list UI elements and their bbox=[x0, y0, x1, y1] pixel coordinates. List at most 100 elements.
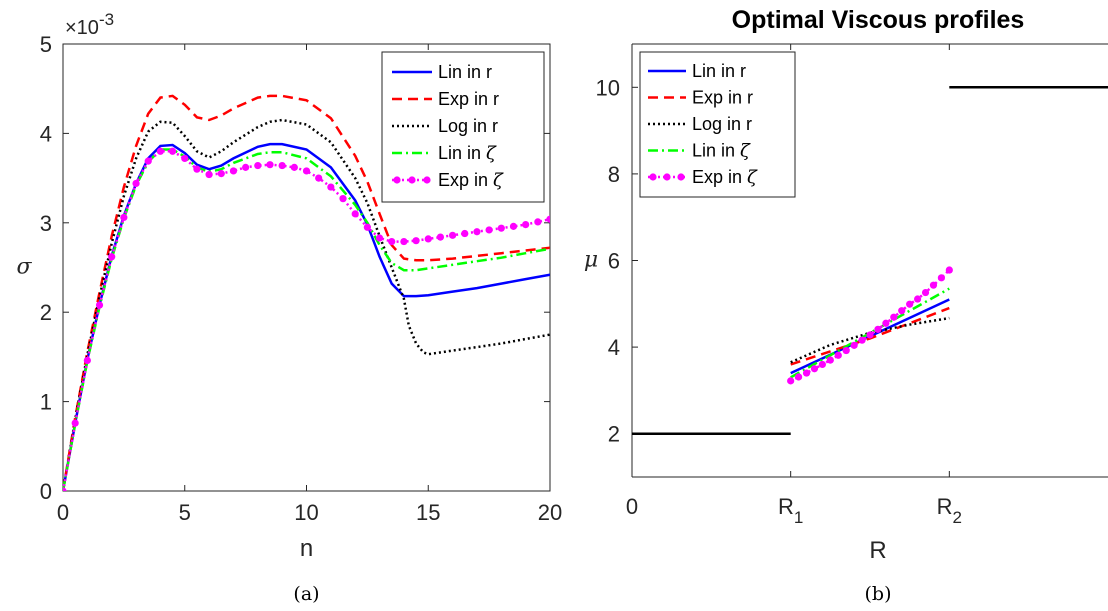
legend-label-lin-in--b: Lin in ζ bbox=[692, 141, 751, 162]
data-point-exp-in--b bbox=[874, 325, 882, 333]
x-tick-label-a: 15 bbox=[416, 500, 440, 525]
data-point-exp-in--a bbox=[217, 170, 225, 178]
data-point-exp-in--b bbox=[898, 307, 906, 315]
data-point-exp-in--a bbox=[144, 157, 152, 165]
data-point-exp-in--b bbox=[890, 313, 898, 321]
data-point-exp-in--a bbox=[83, 356, 91, 365]
legend-marker-exp-in--b bbox=[663, 173, 671, 181]
x-tick-label-b: R2 bbox=[937, 494, 962, 527]
legend-marker-exp-in--a bbox=[408, 176, 416, 184]
data-point-exp-in--a bbox=[71, 419, 79, 427]
caption-a: (a) bbox=[293, 583, 319, 605]
data-point-exp-in--b bbox=[810, 365, 819, 373]
data-point-exp-in--a bbox=[156, 147, 164, 155]
data-point-exp-in--b bbox=[945, 266, 953, 274]
legend-label-lin-in-r-a: Lin in r bbox=[438, 62, 492, 82]
data-point-exp-in--a bbox=[181, 154, 189, 163]
data-point-exp-in--b bbox=[858, 336, 866, 344]
data-point-exp-in--a bbox=[63, 487, 67, 491]
legend-marker-exp-in--a bbox=[423, 176, 431, 184]
data-point-exp-in--a bbox=[315, 174, 323, 182]
data-point-exp-in--a bbox=[546, 215, 550, 223]
x-tick-label-b: R1 bbox=[778, 494, 803, 527]
y-tick-label-b: 8 bbox=[608, 162, 620, 187]
data-point-exp-in--b bbox=[795, 373, 803, 381]
x-axis-title-a: n bbox=[300, 535, 313, 562]
y-axis-title-a: σ bbox=[16, 255, 32, 280]
panel-a: 0 5 10 15 20 0 1 2 3 4 5 ×10-3 n σ (a) Lin in r Exp in r… bbox=[16, 10, 562, 605]
legend-label-log-in-r-b: Log in r bbox=[692, 114, 752, 134]
y-tick-label-a: 5 bbox=[40, 32, 52, 57]
data-point-exp-in--b bbox=[787, 377, 795, 385]
data-point-exp-in--a bbox=[400, 237, 408, 246]
data-point-exp-in--b bbox=[818, 360, 827, 369]
data-point-exp-in--a bbox=[290, 163, 298, 171]
data-point-exp-in--a bbox=[363, 223, 371, 231]
x-axis-title-b: R bbox=[869, 537, 886, 564]
y-tick-label-b: 6 bbox=[608, 249, 620, 274]
x-tick-label-a: 5 bbox=[179, 500, 191, 525]
x-tick-label-a: 10 bbox=[294, 500, 318, 525]
data-point-exp-in--a bbox=[534, 218, 542, 226]
y-tick-label-b: 10 bbox=[596, 75, 620, 100]
data-point-exp-in--a bbox=[242, 163, 250, 171]
data-point-exp-in--b bbox=[906, 300, 914, 308]
data-point-exp-in--a bbox=[132, 179, 140, 188]
y-tick-label-a: 3 bbox=[40, 211, 52, 236]
chart-title-b: Optimal Viscous profiles bbox=[732, 6, 1025, 34]
y-tick-label-a: 0 bbox=[40, 479, 52, 504]
x-tick-label-b: 0 bbox=[626, 494, 638, 519]
data-point-exp-in--a bbox=[522, 220, 530, 229]
data-point-exp-in--b bbox=[914, 295, 922, 303]
data-point-exp-in--b bbox=[937, 274, 946, 282]
data-point-exp-in--b bbox=[826, 356, 834, 364]
y-tick-label-a: 4 bbox=[40, 121, 52, 146]
data-point-exp-in--a bbox=[278, 161, 286, 170]
data-point-exp-in--a bbox=[485, 226, 493, 234]
y-tick-label-a: 1 bbox=[40, 390, 52, 415]
data-point-exp-in--a bbox=[302, 167, 311, 175]
data-point-exp-in--a bbox=[351, 210, 359, 218]
x-tick-label-a: 0 bbox=[57, 500, 69, 525]
legend-label-exp-in--a: Exp in ζ bbox=[438, 170, 504, 191]
legend-label-exp-in-r-a: Exp in r bbox=[438, 89, 499, 109]
legend-label-exp-in--b: Exp in ζ bbox=[692, 167, 758, 188]
data-point-exp-in--b bbox=[929, 281, 938, 289]
panel-b: 0 R1 R2 2 4 6 8 10 Optimal Viscous profiles Rμ (b)… bbox=[584, 6, 1108, 605]
legend-label-exp-in-r-b: Exp in r bbox=[692, 88, 753, 108]
legend-marker-exp-in--b bbox=[677, 173, 685, 181]
data-point-exp-in--a bbox=[449, 231, 457, 239]
data-point-exp-in--b bbox=[850, 341, 858, 349]
data-point-exp-in--a bbox=[473, 228, 481, 236]
series-group-a bbox=[63, 94, 550, 491]
data-point-exp-in--a bbox=[497, 224, 505, 232]
legend-marker-exp-in--a bbox=[393, 176, 401, 184]
data-point-exp-in--a bbox=[168, 147, 177, 155]
data-point-exp-in--a bbox=[266, 161, 274, 169]
data-point-exp-in--a bbox=[461, 229, 469, 238]
legend-box-b bbox=[639, 51, 796, 198]
legend-marker-exp-in--b bbox=[649, 173, 657, 181]
data-point-exp-in--a bbox=[205, 170, 213, 179]
data-point-exp-in--a bbox=[95, 301, 104, 309]
caption-b: (b) bbox=[865, 583, 892, 605]
data-point-exp-in--a bbox=[120, 213, 128, 222]
data-point-exp-in--a bbox=[229, 167, 238, 175]
data-point-exp-in--a bbox=[388, 237, 396, 246]
data-point-exp-in--a bbox=[108, 253, 116, 261]
data-point-exp-in--a bbox=[412, 237, 420, 245]
data-point-exp-in--a bbox=[375, 234, 384, 242]
series-line-log-in-r-a bbox=[63, 118, 550, 491]
y-axis-title-b: μ bbox=[584, 248, 598, 273]
data-point-exp-in--a bbox=[339, 195, 347, 203]
series-group-b bbox=[632, 86, 1108, 435]
data-point-exp-in--a bbox=[509, 222, 518, 230]
data-point-exp-in--b bbox=[866, 331, 874, 339]
y-multiplier-a: ×10-3 bbox=[65, 10, 114, 39]
legend-label-lin-in--a: Lin in ζ bbox=[438, 143, 497, 164]
data-point-exp-in--a bbox=[254, 161, 262, 170]
y-tick-label-b: 4 bbox=[608, 335, 620, 360]
x-tick-label-a: 20 bbox=[538, 500, 562, 525]
y-tick-label-a: 2 bbox=[40, 300, 52, 325]
